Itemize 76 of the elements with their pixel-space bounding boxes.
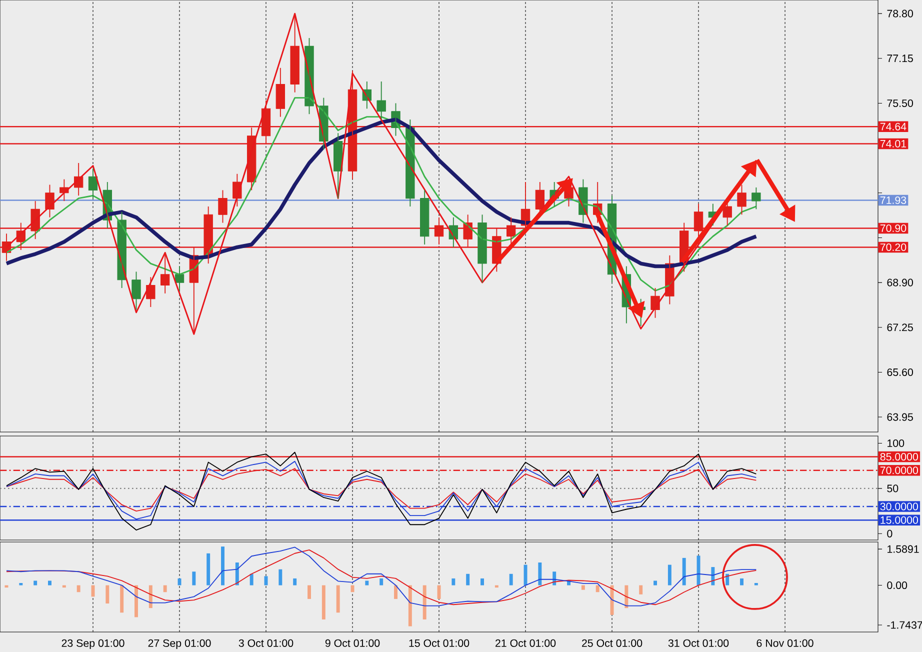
bar: [726, 574, 730, 586]
x-tick-label: 3 Oct 01:00: [238, 639, 294, 647]
bar: [48, 580, 52, 586]
y-tick-label: -1.7437: [887, 621, 922, 629]
bar: [452, 578, 456, 586]
bar: [148, 585, 152, 608]
bar: [250, 574, 254, 586]
bar: [682, 558, 686, 586]
bar: [466, 574, 470, 586]
ref-line-label: 74.01: [880, 140, 906, 148]
bar: [134, 585, 138, 618]
x-tick-label: 21 Oct 01:00: [496, 639, 556, 647]
bar: [308, 585, 311, 599]
ref-line-label: 30.0000: [880, 502, 918, 510]
y-tick-label: 65.60: [887, 368, 913, 376]
bar: [163, 585, 167, 592]
y-tick-label: 68.90: [887, 278, 913, 286]
x-tick-label: 31 Oct 01:00: [668, 639, 729, 647]
bar: [394, 585, 398, 599]
x-tick-label: 6 Nov 01:00: [756, 639, 814, 647]
bar: [422, 585, 426, 620]
bar: [654, 580, 657, 586]
bar: [322, 585, 326, 620]
bar: [380, 578, 384, 586]
bar: [76, 585, 80, 592]
bar: [19, 582, 23, 586]
y-tick-label: 78.80: [887, 10, 913, 18]
ref-line-label: 70.90: [880, 224, 906, 232]
x-tick-label: 25 Oct 01:00: [582, 639, 642, 647]
bar: [480, 578, 484, 586]
bar: [278, 569, 282, 586]
bar: [624, 585, 628, 608]
ref-line-label: 15.0000: [880, 516, 918, 524]
ref-line-label: 70.0000: [880, 466, 918, 474]
ref-line-label: 71.93: [880, 196, 906, 204]
bar: [740, 578, 744, 586]
candlestick: [737, 184, 746, 216]
candlestick: [478, 214, 487, 284]
bar: [408, 585, 412, 626]
ref-line-label: 74.64: [880, 122, 906, 130]
y-tick-label: 75.50: [887, 99, 913, 108]
bar: [120, 585, 124, 613]
bar: [221, 546, 224, 586]
bar: [293, 578, 297, 586]
y-tick-label: 50: [887, 484, 898, 492]
bar: [668, 564, 672, 586]
bar: [754, 582, 758, 586]
bar: [206, 553, 210, 586]
candlestick: [218, 190, 228, 224]
bar: [581, 585, 585, 590]
bar: [34, 580, 38, 586]
y-tick-label: 0: [887, 530, 892, 538]
candlestick: [132, 271, 141, 310]
bar: [596, 585, 600, 592]
x-tick-label: 9 Oct 01:00: [325, 639, 380, 647]
bar: [192, 572, 196, 586]
candlestick: [376, 81, 386, 120]
ref-line-label: 70.20: [880, 243, 906, 252]
y-tick-label: 63.95: [887, 413, 913, 421]
bar: [639, 585, 643, 594]
x-tick-label: 23 Sep 01:00: [62, 639, 124, 650]
y-tick-label: 0.00: [887, 582, 908, 590]
y-tick-label: 1.5891: [888, 545, 919, 553]
candlestick: [752, 186, 761, 210]
bar: [336, 585, 340, 613]
y-tick-label: 100: [888, 439, 904, 447]
y-tick-label: 67.25: [887, 324, 913, 332]
bar: [365, 580, 369, 586]
bar: [264, 576, 268, 586]
ref-line-label: 85.0000: [880, 453, 918, 461]
x-tick-label: 15 Oct 01:00: [409, 639, 470, 647]
x-tick-label: 27 Sep 01:00: [148, 639, 211, 650]
bar: [106, 585, 110, 604]
bar: [509, 574, 513, 586]
bar: [538, 562, 542, 586]
y-tick-label: 77.15: [887, 54, 913, 62]
